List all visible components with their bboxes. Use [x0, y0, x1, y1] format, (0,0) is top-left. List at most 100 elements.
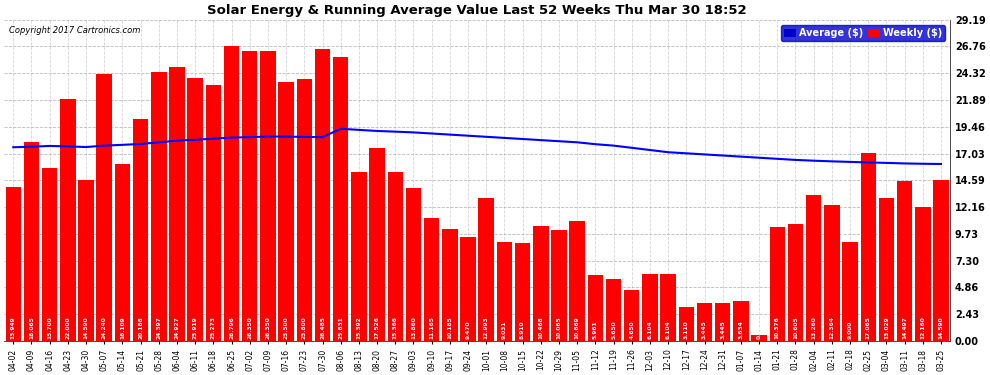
Text: 17.526: 17.526 [374, 316, 379, 339]
Text: 20.188: 20.188 [138, 316, 144, 339]
Text: 10.605: 10.605 [793, 316, 798, 339]
Bar [406, 188, 421, 341]
Text: 14.590: 14.590 [939, 316, 943, 339]
Text: 24.397: 24.397 [156, 316, 161, 339]
Text: 10.869: 10.869 [574, 316, 580, 339]
Text: 3.634: 3.634 [739, 321, 743, 339]
Bar [369, 148, 385, 341]
Text: 23.273: 23.273 [211, 316, 216, 339]
Bar [24, 142, 40, 341]
Bar [151, 72, 166, 341]
Text: 14.497: 14.497 [902, 316, 907, 339]
Bar [60, 99, 75, 341]
Bar [443, 229, 457, 341]
Bar [260, 51, 275, 341]
Bar [860, 153, 876, 341]
Bar [206, 85, 221, 341]
Text: 9.031: 9.031 [502, 321, 507, 339]
Text: 15.700: 15.700 [48, 316, 52, 339]
Bar [478, 198, 494, 341]
Bar [78, 180, 94, 341]
Text: 23.919: 23.919 [193, 316, 198, 339]
Bar [242, 51, 257, 341]
Bar [297, 79, 312, 341]
Bar [187, 78, 203, 341]
Text: 5.961: 5.961 [593, 321, 598, 339]
Text: 26.350: 26.350 [248, 316, 252, 339]
Text: 23.500: 23.500 [283, 316, 289, 339]
Bar [751, 335, 767, 341]
Bar [824, 205, 840, 341]
Bar [678, 307, 694, 341]
Bar [551, 230, 566, 341]
Text: 3.445: 3.445 [702, 321, 707, 339]
Text: 10.468: 10.468 [539, 316, 544, 339]
Bar [6, 188, 21, 341]
Bar [515, 243, 531, 341]
Bar [351, 172, 366, 341]
Bar [333, 57, 348, 341]
Bar [588, 275, 603, 341]
Bar [842, 242, 857, 341]
Text: 0.554: 0.554 [756, 321, 761, 339]
Text: 15.392: 15.392 [356, 316, 361, 339]
Bar [915, 207, 931, 341]
Bar [806, 195, 822, 341]
Text: 24.240: 24.240 [102, 316, 107, 339]
Bar [660, 274, 676, 341]
Text: 18.065: 18.065 [29, 316, 34, 339]
Bar [643, 274, 657, 341]
Bar [715, 303, 731, 341]
Bar [697, 303, 712, 341]
Bar [42, 168, 57, 341]
Bar [278, 82, 294, 341]
Text: 8.910: 8.910 [520, 321, 525, 339]
Bar [96, 74, 112, 341]
Bar [769, 227, 785, 341]
Legend: Average ($), Weekly ($): Average ($), Weekly ($) [781, 25, 945, 41]
Text: 11.165: 11.165 [429, 316, 435, 339]
Bar [169, 67, 185, 341]
Bar [879, 198, 894, 341]
Text: 10.065: 10.065 [556, 316, 561, 339]
Text: 6.104: 6.104 [665, 321, 670, 339]
Text: 16.109: 16.109 [120, 316, 125, 339]
Bar [734, 301, 748, 341]
Text: 13.860: 13.860 [411, 316, 416, 339]
Bar [224, 46, 240, 341]
Text: 12.364: 12.364 [830, 316, 835, 339]
Title: Solar Energy & Running Average Value Last 52 Weeks Thu Mar 30 18:52: Solar Energy & Running Average Value Las… [207, 4, 746, 17]
Text: 14.590: 14.590 [83, 316, 88, 339]
Bar [424, 218, 440, 341]
Text: 5.650: 5.650 [611, 321, 616, 339]
Bar [387, 172, 403, 341]
Bar [897, 182, 913, 341]
Bar [934, 180, 948, 341]
Bar [624, 290, 640, 341]
Bar [533, 226, 548, 341]
Text: 15.366: 15.366 [393, 316, 398, 339]
Text: 3.445: 3.445 [720, 321, 726, 339]
Text: 13.260: 13.260 [811, 316, 816, 339]
Text: 26.796: 26.796 [229, 316, 234, 339]
Text: 10.376: 10.376 [775, 316, 780, 339]
Bar [497, 242, 512, 341]
Text: 12.993: 12.993 [484, 316, 489, 339]
Bar [460, 237, 476, 341]
Text: 17.065: 17.065 [865, 316, 871, 339]
Text: 9.000: 9.000 [847, 321, 852, 339]
Bar [133, 119, 148, 341]
Text: 25.831: 25.831 [339, 316, 344, 339]
Text: 13.029: 13.029 [884, 316, 889, 339]
Text: 9.470: 9.470 [465, 321, 470, 339]
Bar [606, 279, 622, 341]
Text: 10.185: 10.185 [447, 316, 452, 339]
Text: 23.800: 23.800 [302, 316, 307, 339]
Bar [115, 164, 130, 341]
Text: 4.650: 4.650 [630, 321, 635, 339]
Bar [569, 221, 585, 341]
Text: 3.110: 3.110 [684, 321, 689, 339]
Text: 12.160: 12.160 [921, 316, 926, 339]
Text: Copyright 2017 Cartronics.com: Copyright 2017 Cartronics.com [9, 26, 141, 35]
Text: 26.485: 26.485 [320, 316, 325, 339]
